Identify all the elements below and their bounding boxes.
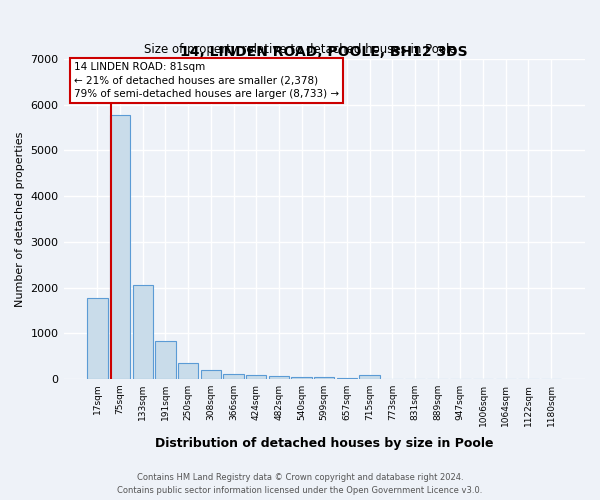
Bar	[200, 370, 221, 379]
Bar	[133, 285, 153, 379]
Bar	[269, 376, 289, 379]
Bar	[314, 378, 334, 379]
Bar	[178, 364, 199, 379]
Bar	[110, 115, 130, 379]
Text: Size of property relative to detached houses in Poole: Size of property relative to detached ho…	[143, 42, 457, 56]
X-axis label: Distribution of detached houses by size in Poole: Distribution of detached houses by size …	[155, 437, 494, 450]
Bar	[246, 375, 266, 379]
Bar	[292, 377, 312, 379]
Bar	[337, 378, 357, 379]
Text: 14 LINDEN ROAD: 81sqm
← 21% of detached houses are smaller (2,378)
79% of semi-d: 14 LINDEN ROAD: 81sqm ← 21% of detached …	[74, 62, 339, 98]
Y-axis label: Number of detached properties: Number of detached properties	[15, 132, 25, 306]
Bar	[87, 298, 107, 379]
Title: 14, LINDEN ROAD, POOLE, BH12 3DS: 14, LINDEN ROAD, POOLE, BH12 3DS	[181, 45, 468, 59]
Bar	[223, 374, 244, 379]
Text: Contains HM Land Registry data © Crown copyright and database right 2024.
Contai: Contains HM Land Registry data © Crown c…	[118, 474, 482, 495]
Bar	[359, 375, 380, 379]
Bar	[155, 342, 176, 379]
